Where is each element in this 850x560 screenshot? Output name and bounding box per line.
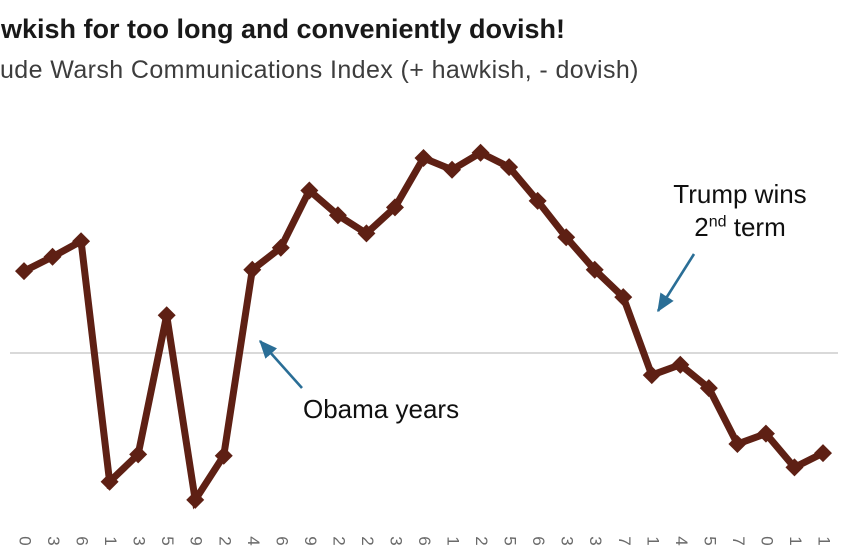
data-point-marker xyxy=(671,355,690,374)
x-tick-label: 1 xyxy=(815,536,834,545)
data-point-marker xyxy=(585,260,604,279)
data-point-marker xyxy=(528,191,547,210)
data-point-marker xyxy=(414,149,433,167)
x-tick-label: 2 xyxy=(472,536,491,545)
x-tick-label: 1 xyxy=(643,536,662,545)
trump-annotation-line2-rest: term xyxy=(726,211,786,242)
x-tick-label: 1 xyxy=(444,536,463,545)
data-point-marker xyxy=(43,247,62,266)
x-tick-label: 3 xyxy=(130,536,149,545)
chart-title: wkish for too long and conveniently dovi… xyxy=(1,14,566,44)
x-tick-label: 6 xyxy=(415,536,434,545)
data-point-marker xyxy=(642,366,661,385)
x-tick-label: 3 xyxy=(586,536,605,545)
x-tick-label: 9 xyxy=(301,536,320,545)
data-point-marker xyxy=(614,288,633,307)
chart-subtitle: ude Warsh Communications Index (+ hawkis… xyxy=(0,56,639,84)
index-line-series xyxy=(15,143,832,510)
data-point-marker xyxy=(129,445,148,464)
data-point-marker xyxy=(756,424,775,443)
obama-years-annotation: Obama years xyxy=(303,394,460,424)
x-tick-label: 3 xyxy=(558,536,577,545)
data-point-marker xyxy=(157,306,176,325)
data-point-marker xyxy=(728,435,747,453)
data-point-marker xyxy=(100,472,119,491)
data-point-marker xyxy=(699,379,718,398)
trump-arrow xyxy=(656,253,696,313)
x-tick-label: 6 xyxy=(272,536,291,545)
x-tick-label: 1 xyxy=(786,536,805,545)
data-point-marker xyxy=(243,260,262,279)
data-point-marker xyxy=(385,198,404,217)
x-tick-label: 2 xyxy=(215,536,234,545)
data-point-marker xyxy=(785,458,804,477)
x-tick-label: 0 xyxy=(16,536,35,545)
x-tick-label: 9 xyxy=(187,536,206,545)
x-tick-label: 1 xyxy=(101,536,120,545)
data-point-marker xyxy=(300,181,319,200)
x-tick-label: 2 xyxy=(358,536,377,545)
obama-arrow xyxy=(259,340,303,389)
data-point-marker xyxy=(72,232,91,251)
data-point-marker xyxy=(443,160,462,179)
data-point-marker xyxy=(357,224,376,243)
x-tick-label: 3 xyxy=(44,536,63,545)
trump-annotation-line1: Trump wins xyxy=(673,179,807,209)
data-point-marker xyxy=(214,446,233,465)
trump-annotation-line2-num: 2 xyxy=(694,211,709,242)
data-point-marker xyxy=(328,206,347,225)
x-tick-label: 7 xyxy=(729,536,748,545)
data-point-marker xyxy=(500,158,519,177)
trump-wins-annotation: Trump wins 2nd term xyxy=(655,178,825,243)
data-point-marker xyxy=(186,490,205,509)
x-tick-label: 7 xyxy=(615,536,634,545)
x-tick-label: 5 xyxy=(501,536,520,545)
data-point-marker xyxy=(15,262,33,281)
x-tick-label: 4 xyxy=(244,536,263,545)
x-tick-label: 6 xyxy=(529,536,548,545)
x-tick-label: 5 xyxy=(700,536,719,545)
x-tick-label: 6 xyxy=(73,536,92,545)
data-point-marker xyxy=(271,238,290,257)
x-tick-label: 3 xyxy=(386,536,405,545)
data-point-marker xyxy=(814,444,832,463)
trump-annotation-ordinal: nd xyxy=(708,212,727,230)
x-tick-label: 2 xyxy=(329,536,348,545)
x-tick-label: 5 xyxy=(158,536,177,545)
x-tick-label: 0 xyxy=(757,536,776,545)
data-point-marker xyxy=(471,143,490,162)
data-point-marker xyxy=(557,228,576,247)
x-tick-label: 4 xyxy=(672,536,691,545)
